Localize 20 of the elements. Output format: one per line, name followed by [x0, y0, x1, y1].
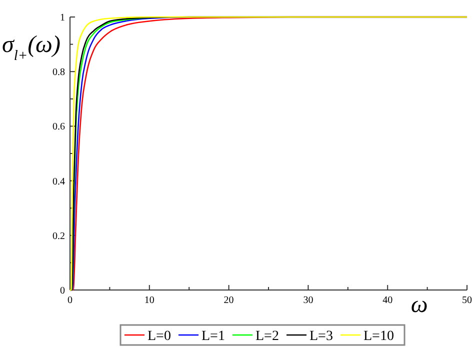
y-axis-title: σ$_{l+}$(ω) — [2, 32, 60, 64]
x-tick-label: 30 — [303, 295, 314, 306]
legend-label: L=3 — [310, 329, 333, 344]
legend-label: L=1 — [202, 329, 225, 344]
x-tick-label: 0 — [68, 295, 72, 306]
x-tick-label: 50 — [462, 295, 472, 306]
y-tick-label: 0.4 — [52, 176, 65, 188]
x-axis-title: ω — [410, 292, 428, 318]
line-series — [69, 16, 468, 291]
x-tick-label: 40 — [382, 295, 393, 306]
x-tick-label: 10 — [144, 295, 154, 306]
legend-label: L=2 — [256, 329, 279, 344]
y-tick-label: 0.2 — [52, 230, 65, 242]
legend-label: L=0 — [148, 329, 171, 344]
y-tick-label: 0.8 — [52, 67, 65, 78]
y-tick-label: 1 — [60, 12, 65, 24]
y-tick-label: 0.6 — [52, 122, 65, 133]
x-tick-label: 20 — [224, 295, 234, 306]
legend-label: L=10 — [364, 329, 394, 344]
y-tick-label: 0 — [60, 286, 65, 296]
